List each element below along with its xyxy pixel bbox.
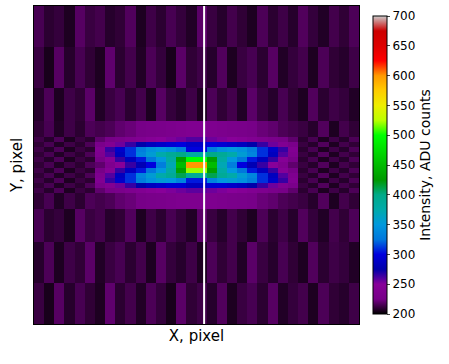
svg-text:300: 300 bbox=[392, 248, 415, 262]
svg-text:Intensity, ADU counts: Intensity, ADU counts bbox=[417, 89, 433, 241]
svg-text:350: 350 bbox=[392, 218, 415, 232]
svg-text:X, pixel: X, pixel bbox=[169, 327, 224, 345]
svg-text:400: 400 bbox=[392, 188, 415, 202]
svg-text:Y, pixel: Y, pixel bbox=[8, 138, 26, 193]
svg-text:500: 500 bbox=[392, 128, 415, 142]
svg-text:700: 700 bbox=[392, 9, 415, 23]
svg-text:200: 200 bbox=[392, 307, 415, 321]
svg-text:600: 600 bbox=[392, 69, 415, 83]
svg-text:450: 450 bbox=[392, 158, 415, 172]
svg-text:650: 650 bbox=[392, 39, 415, 53]
svg-text:550: 550 bbox=[392, 99, 415, 113]
svg-text:250: 250 bbox=[392, 277, 415, 291]
